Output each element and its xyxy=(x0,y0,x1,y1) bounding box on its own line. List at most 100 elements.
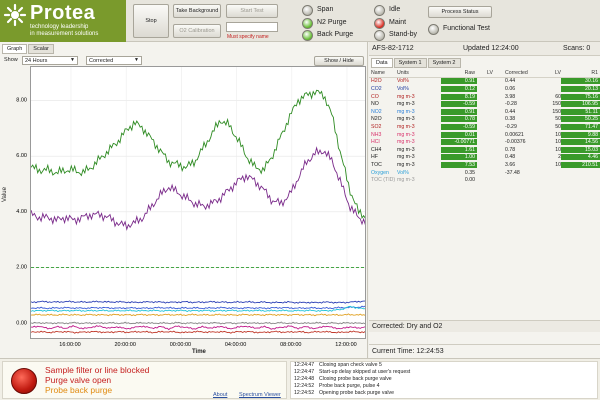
cell-raw: 0.12 xyxy=(441,85,477,92)
cell-raw: 1.00 xyxy=(441,154,477,161)
table-row: SO2 mg m-3 -0.59 -0.29 50 71.47 xyxy=(369,123,600,131)
about-link[interactable]: About xyxy=(213,392,228,398)
span-label: Span xyxy=(317,6,334,13)
time-range-select[interactable]: 24 Hours ▼ xyxy=(22,56,78,65)
cell-raw: 8.19 xyxy=(441,93,477,100)
cell-name: NO xyxy=(371,101,379,108)
log-time: 12:24:52 xyxy=(294,382,315,389)
log-entry: 12:24:48 Closing probe back purge valve xyxy=(291,376,597,383)
cell-raw: -0.59 xyxy=(441,101,477,108)
cell-raw: 0.00 xyxy=(464,177,475,184)
cell-name: N2O xyxy=(371,116,382,123)
cell-name: CO2 xyxy=(371,85,382,92)
test-name-input[interactable] xyxy=(226,22,278,32)
take-background-button[interactable]: Take Background xyxy=(173,4,221,18)
alarm-light-icon xyxy=(11,368,37,394)
show-hide-button[interactable]: Show / Hide xyxy=(314,56,364,66)
cell-r1: 30.16 xyxy=(561,78,600,85)
process-status-button[interactable]: Process Status xyxy=(428,6,492,18)
series-line xyxy=(31,305,365,310)
time-series-chart[interactable] xyxy=(30,66,366,339)
y-tick-label: 2.00 xyxy=(16,265,27,271)
status-footer: Sample filter or line blocked Purge valv… xyxy=(0,358,600,400)
cell-units: mg m-3 xyxy=(397,101,415,108)
x-axis: 16:00:00 20:00:00 00:00:00 04:00:00 08:00:00… xyxy=(59,342,356,348)
top-toolbar: Protea technology leadership in measurem… xyxy=(0,0,600,42)
cell-cor: -0.29 xyxy=(505,123,517,130)
tab-data[interactable]: Data xyxy=(371,58,393,68)
cell-lv2: 150 xyxy=(552,108,561,115)
stop-button[interactable]: Stop xyxy=(133,4,169,38)
maint-indicator-icon xyxy=(374,18,385,29)
table-row: TOC mg m-3 7.53 3.66 10 210.51 xyxy=(369,161,600,169)
log-entry: 12:24:52 Opening probe back purge valve xyxy=(291,389,597,396)
x-axis-label: Time xyxy=(192,349,206,355)
alarm-line-1: Sample filter or line blocked xyxy=(45,365,150,375)
cell-cor: 0.48 xyxy=(505,154,516,161)
analyzer-id: AFS-82-1712 xyxy=(372,45,414,52)
table-header: Name Units Raw LV Corrected LV R1 xyxy=(369,70,600,78)
corrected-status: Corrected: Dry and O2 xyxy=(369,320,600,332)
cell-units: mg m-3 xyxy=(397,177,415,184)
cell-r1: 4.46 xyxy=(561,154,600,161)
brand-header: Protea technology leadership in measurem… xyxy=(0,0,126,42)
analyzer-tabs: Data System 1 System 2 xyxy=(371,58,461,68)
o2-calibration-button[interactable]: O2 Calibration xyxy=(173,24,221,38)
x-tick-label: 08:00:00 xyxy=(280,342,301,348)
cell-name: TOC xyxy=(371,161,382,168)
cell-units: mg m-3 xyxy=(397,108,415,115)
cell-r1: 71.47 xyxy=(561,123,600,130)
cell-units: mg m-3 xyxy=(397,161,415,168)
table-row: HCl mg m-3 -0.00771 -0.00376 10 14.56 xyxy=(369,138,600,146)
standby-indicator-icon xyxy=(374,30,385,41)
cell-units: mg m-3 xyxy=(397,123,415,130)
log-time: 12:24:47 xyxy=(294,362,315,369)
table-row: H2O Vol% 0.91 0.44 30.16 xyxy=(369,78,600,86)
log-entry: 12:24:52 Probe back purge, pulse 4 xyxy=(291,382,597,389)
cell-units: mg m-3 xyxy=(397,154,415,161)
cell-r1: 75.16 xyxy=(561,93,600,100)
table-row: Oxygen Vol% 0.35 -37.48 xyxy=(369,169,600,177)
cell-name: NH3 xyxy=(371,131,382,138)
table-row: N2O mg m-3 0.78 0.38 50 50.25 xyxy=(369,116,600,124)
cell-raw: 1.61 xyxy=(441,146,477,153)
x-tick-label: 04:00:00 xyxy=(225,342,246,348)
event-log[interactable]: 12:24:47 Closing span check valve 5 12:24:… xyxy=(290,361,598,399)
cell-r1: 14.56 xyxy=(561,139,600,146)
start-test-button[interactable]: Start Test xyxy=(226,4,278,18)
log-entry: 12:24:47 Start-up delay skipped at user's… xyxy=(291,369,597,376)
tab-system-2[interactable]: System 2 xyxy=(427,58,461,68)
cell-units: mg m-3 xyxy=(397,93,415,100)
cell-units: Vol% xyxy=(397,78,409,85)
cell-lv2: 10 xyxy=(555,146,561,153)
x-tick-label: 20:00:00 xyxy=(114,342,135,348)
cell-raw: 0.35 xyxy=(464,169,475,176)
log-message: Probe back purge, pulse 4 xyxy=(319,382,380,389)
mode-select[interactable]: Corrected ▼ xyxy=(86,56,142,65)
cell-cor: 0.44 xyxy=(505,108,516,115)
spectrum-viewer-link[interactable]: Spectrum Viewer xyxy=(239,392,281,398)
x-tick-label: 16:00:00 xyxy=(59,342,80,348)
log-message: Closing span check valve 5 xyxy=(319,362,382,369)
y-tick-label: 4.00 xyxy=(16,209,27,215)
functional-test-indicator-icon xyxy=(428,24,439,35)
tab-graph[interactable]: Graph xyxy=(2,44,28,54)
tab-system-1[interactable]: System 1 xyxy=(393,58,427,68)
table-row: CO mg m-3 8.19 3.98 60 75.16 xyxy=(369,93,600,101)
span-indicator-icon xyxy=(302,5,313,16)
tab-scalar[interactable]: Scalar xyxy=(28,44,54,54)
cell-cor: 0.06 xyxy=(505,85,516,92)
cell-cor: -37.48 xyxy=(505,169,520,176)
cell-raw: 0.91 xyxy=(441,108,477,115)
cell-raw: 0.01 xyxy=(441,131,477,138)
x-tick-label: 12:00:00 xyxy=(335,342,356,348)
log-message: Opening probe back purge valve xyxy=(319,389,394,396)
series-line xyxy=(31,330,365,334)
table-row: NO2 mg m-3 0.91 0.44 150 51.11 xyxy=(369,108,600,116)
cell-lv2: 10 xyxy=(555,161,561,168)
cell-r1: 106.95 xyxy=(561,101,600,108)
analyzer-data-panel: AFS-82-1712 Updated 12:24:00 Scans: 0 Da… xyxy=(369,42,600,358)
maint-label: Maint xyxy=(389,19,407,26)
idle-label: Idle xyxy=(389,6,401,13)
series-line xyxy=(31,321,365,325)
